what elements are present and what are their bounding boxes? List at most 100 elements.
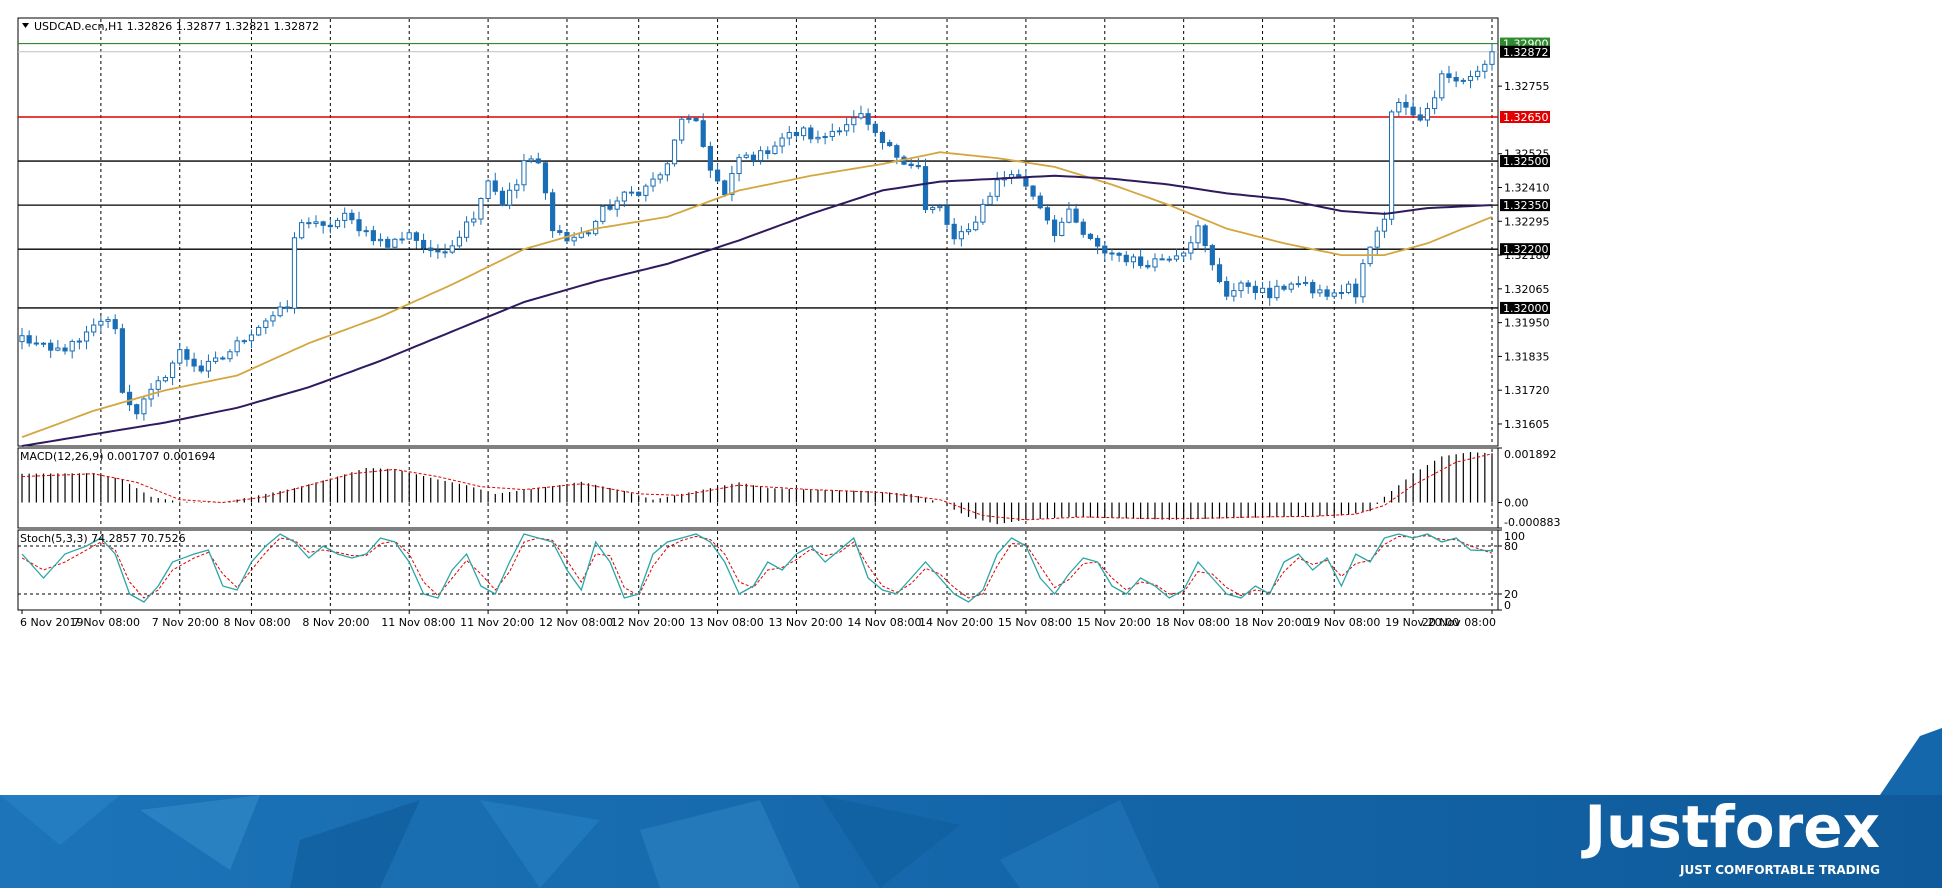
candle[interactable] [69,339,75,359]
candle[interactable] [177,342,183,366]
candle[interactable] [722,179,728,198]
candle[interactable] [1489,44,1495,71]
candle[interactable] [33,335,39,347]
candle[interactable] [557,224,563,236]
candle[interactable] [621,190,627,208]
candle[interactable] [1345,280,1352,295]
candle[interactable] [198,359,204,374]
candle[interactable] [169,360,176,386]
candle[interactable] [370,225,376,246]
candle[interactable] [1331,290,1337,300]
candle[interactable] [478,197,484,225]
candle[interactable] [1145,260,1151,270]
candle[interactable] [270,311,276,327]
candle[interactable] [234,336,240,357]
candle[interactable] [1367,246,1373,267]
candle[interactable] [1216,258,1223,284]
candle[interactable] [349,209,355,225]
candle[interactable] [815,130,821,144]
candle[interactable] [1116,251,1122,262]
candle[interactable] [327,218,333,234]
candle[interactable] [449,240,455,254]
candle[interactable] [155,376,161,397]
candle[interactable] [1267,280,1273,306]
candle[interactable] [76,338,82,350]
candle[interactable] [1173,248,1180,262]
candle[interactable] [808,124,814,144]
candle[interactable] [994,171,1000,201]
candle[interactable] [342,207,348,229]
candle[interactable] [836,127,843,136]
candle[interactable] [528,155,534,164]
candle[interactable] [908,157,914,169]
candle[interactable] [256,325,262,337]
candle[interactable] [1475,65,1481,81]
candle[interactable] [1353,278,1359,304]
candle[interactable] [377,233,384,247]
candle[interactable] [485,179,491,201]
candle[interactable] [650,172,656,192]
candle[interactable] [858,105,864,120]
candle[interactable] [306,217,312,229]
candle[interactable] [1095,235,1101,255]
candle[interactable] [213,351,219,364]
candle[interactable] [406,229,412,240]
candle[interactable] [420,233,427,254]
candle[interactable] [1138,249,1144,269]
candle[interactable] [105,316,111,328]
candle[interactable] [937,203,943,212]
candle[interactable] [1417,106,1423,122]
candle[interactable] [392,238,398,250]
candle[interactable] [729,165,735,202]
candle[interactable] [299,219,305,240]
candle[interactable] [1281,284,1287,292]
candle[interactable] [793,128,800,140]
candle[interactable] [973,215,979,232]
candle[interactable] [600,204,606,225]
candle[interactable] [91,318,97,337]
candle[interactable] [126,384,133,412]
candle[interactable] [1044,204,1051,225]
candle[interactable] [1389,109,1395,226]
candle[interactable] [922,158,929,214]
candle[interactable] [607,199,613,211]
candle[interactable] [872,121,878,137]
candle[interactable] [1209,243,1215,271]
candle[interactable] [277,301,283,318]
candle[interactable] [829,123,835,141]
candle[interactable] [879,130,886,150]
candle[interactable] [1188,235,1194,261]
candle[interactable] [1087,232,1094,241]
candle[interactable] [1410,99,1416,116]
candle[interactable] [743,152,749,159]
candle[interactable] [930,205,936,214]
candle[interactable] [471,211,477,227]
candle[interactable] [313,215,319,228]
candle[interactable] [1424,102,1431,127]
candle[interactable] [1166,255,1172,263]
candle[interactable] [865,108,871,131]
candle[interactable] [679,116,685,144]
candle[interactable] [1338,284,1345,300]
candle[interactable] [542,161,549,200]
candle[interactable] [1460,78,1466,85]
candle[interactable] [757,146,764,165]
candle[interactable] [1381,211,1388,239]
candle[interactable] [1130,253,1137,269]
candle[interactable] [62,344,68,355]
candle[interactable] [112,314,118,335]
candle[interactable] [786,126,792,146]
candle[interactable] [1396,98,1402,117]
candle[interactable] [399,231,405,244]
candle[interactable] [535,152,541,165]
candle[interactable] [227,349,233,363]
candle[interactable] [141,395,147,421]
candle[interactable] [1224,276,1230,301]
candle[interactable] [1030,185,1036,200]
candle[interactable] [671,139,678,167]
candle[interactable] [844,117,850,136]
candle[interactable] [134,403,140,420]
candle[interactable] [284,300,290,313]
candle[interactable] [241,339,247,345]
candle[interactable] [643,183,649,202]
